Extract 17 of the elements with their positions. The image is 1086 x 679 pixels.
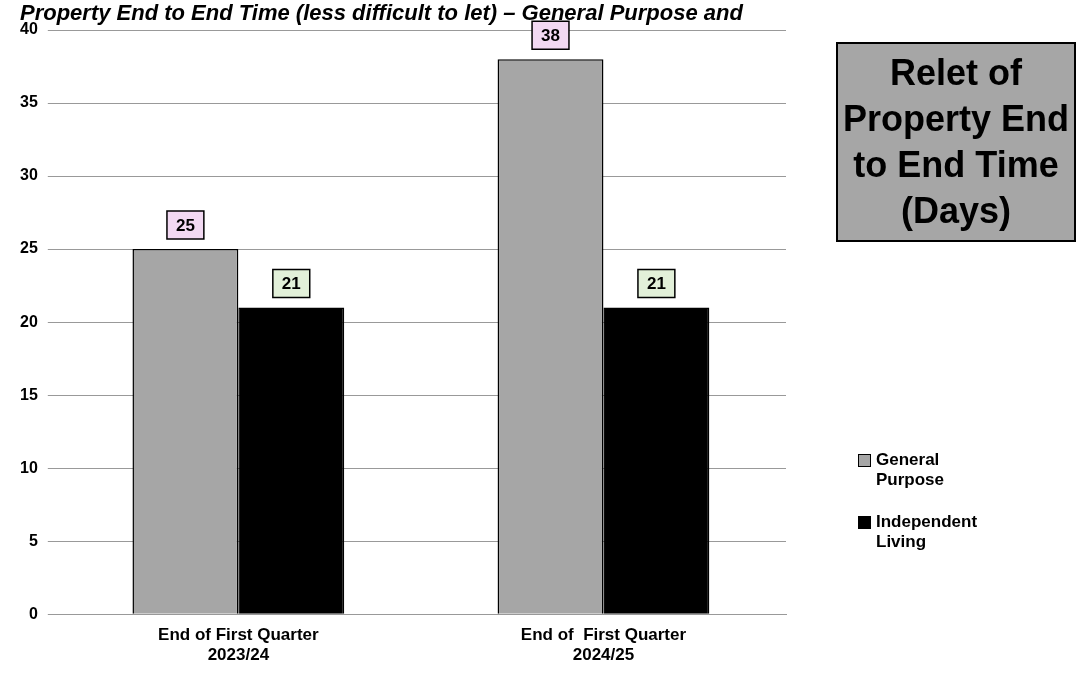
legend-label: Independent Living: [876, 512, 979, 552]
text: Relet of Property End to End Time (Days): [836, 42, 1076, 242]
legend-label: General Purpose: [876, 450, 946, 490]
y-tick-label: 30: [20, 166, 38, 184]
data-label: 21: [281, 274, 301, 294]
data-label: 38: [541, 25, 560, 45]
x-tick-label: End of First Quarter 2024/25: [520, 625, 687, 665]
y-tick-label: 5: [28, 531, 38, 549]
data-label: 25: [175, 215, 195, 235]
data-label: 21: [646, 274, 666, 294]
y-tick-label: 25: [20, 239, 38, 257]
y-tick-label: 10: [20, 458, 38, 476]
y-tick-label: 20: [20, 312, 38, 330]
y-tick-label: 0: [28, 604, 38, 622]
y-tick-label: 35: [20, 93, 38, 111]
x-tick-label: End of First Quarter 2023/24: [158, 625, 320, 665]
y-tick-label: 15: [20, 385, 38, 403]
